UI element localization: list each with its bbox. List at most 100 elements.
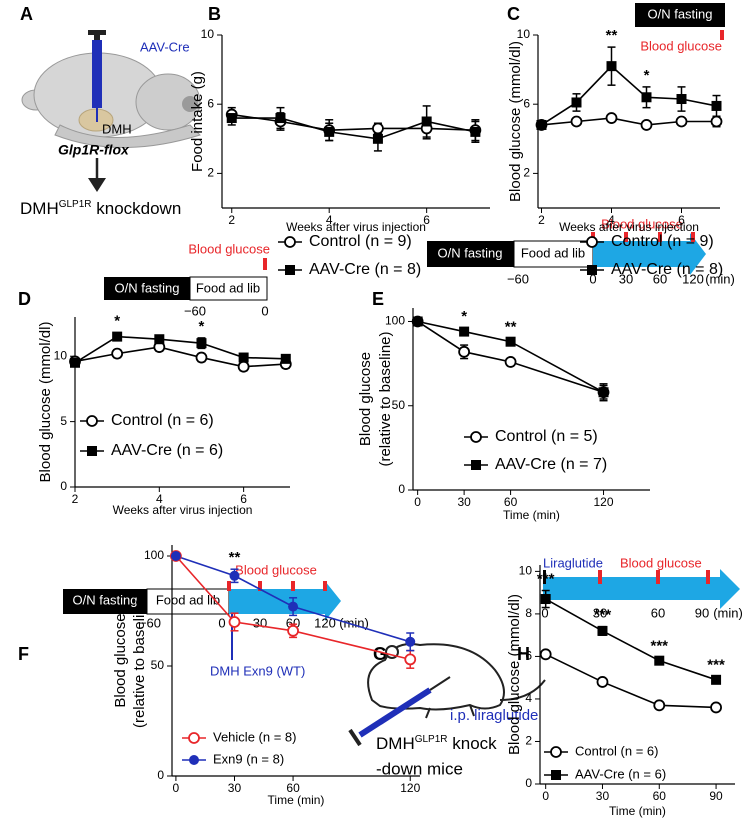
panel-label: D — [18, 289, 31, 309]
series-line — [231, 113, 476, 131]
x-tick-label: 0 — [173, 781, 180, 795]
legend-label: Control (n = 6) — [575, 743, 658, 758]
y-tick-label: 100 — [385, 314, 405, 328]
legend-label: AAV-Cre (n = 8) — [309, 261, 421, 278]
series-line — [74, 335, 286, 364]
y-tick-label: 10 — [54, 348, 68, 362]
timeline-time: 120 — [682, 271, 704, 286]
x-axis-label: Time (min) — [609, 804, 666, 818]
marker — [459, 326, 470, 337]
significance-label: *** — [651, 637, 669, 654]
vector-label: AAV-Cre — [140, 39, 190, 54]
marker — [471, 460, 481, 470]
y-tick-label: 50 — [151, 658, 165, 672]
marker — [404, 653, 417, 666]
panel-label: B — [208, 4, 221, 24]
y-tick-label: 2 — [523, 166, 530, 180]
marker — [597, 625, 608, 636]
y-tick-label: 50 — [392, 398, 406, 412]
timeline-measure: Blood glucose — [640, 38, 722, 53]
y-tick-label: 2 — [207, 166, 214, 180]
x-tick-label: 30 — [596, 789, 610, 803]
marker — [606, 61, 617, 72]
x-axis-label: Time (min) — [503, 508, 560, 522]
timeline-time: 30 — [593, 605, 607, 620]
y-axis-label: Blood glucose (mmol/dl) — [506, 594, 523, 755]
timeline-time: 0 — [261, 303, 268, 318]
timeline-fasting: O/N fasting — [72, 592, 137, 607]
y-tick-label: 10 — [517, 27, 531, 41]
y-tick-label: 10 — [201, 27, 215, 41]
legend-label: Control (n = 9) — [309, 233, 412, 250]
y-axis-label: (relative to baseline) — [131, 593, 148, 728]
y-tick-label: 6 — [525, 649, 532, 663]
marker — [280, 353, 291, 364]
legend-label: AAV-Cre (n = 7) — [495, 456, 607, 473]
marker — [586, 236, 598, 248]
legend-label: Control (n = 5) — [495, 428, 598, 445]
x-tick-label: 60 — [653, 789, 667, 803]
result-label: DMHGLP1R knockdown — [20, 199, 181, 219]
x-tick-label: 4 — [326, 213, 333, 227]
x-tick-label: 6 — [423, 213, 430, 227]
marker — [324, 126, 335, 137]
timeline-time: 60 — [653, 271, 667, 286]
marker — [505, 336, 516, 347]
legend-label: AAV-Cre (n = 6) — [111, 442, 223, 459]
y-axis-label: Blood glucose — [112, 613, 129, 707]
timeline-feeding: Food ad lib — [196, 280, 260, 295]
marker — [238, 352, 249, 363]
y-tick-label: 4 — [525, 691, 532, 705]
series-line — [545, 653, 717, 709]
timeline-time: 30 — [253, 615, 267, 630]
marker — [605, 112, 618, 124]
marker — [189, 755, 199, 765]
series-line — [545, 598, 717, 681]
timeline-time: 0 — [218, 615, 225, 630]
marker — [195, 351, 208, 364]
marker — [154, 334, 165, 345]
marker — [539, 648, 552, 661]
significance-label: ** — [229, 549, 241, 566]
x-tick-label: 120 — [400, 781, 420, 795]
x-tick-label: 2 — [538, 213, 545, 227]
legend-label: Control (n = 6) — [111, 412, 214, 429]
y-tick-label: 2 — [525, 734, 532, 748]
x-tick-label: 0 — [414, 495, 421, 509]
marker — [170, 551, 181, 561]
marker — [640, 119, 653, 131]
y-tick-label: 100 — [144, 548, 164, 562]
marker — [284, 236, 296, 248]
y-axis-label: Food intake (g) — [189, 71, 206, 172]
marker — [550, 746, 562, 758]
series-line — [541, 65, 717, 126]
marker — [237, 360, 250, 373]
marker — [112, 331, 123, 342]
marker — [654, 655, 665, 666]
timeline-time: −60 — [184, 303, 206, 318]
significance-label: * — [644, 67, 650, 84]
x-tick-label: 30 — [457, 495, 471, 509]
series-line — [541, 117, 717, 126]
y-tick-label: 0 — [60, 479, 67, 493]
marker — [372, 122, 384, 135]
marker — [551, 770, 561, 780]
marker — [196, 338, 207, 349]
marker — [536, 119, 547, 130]
series-line — [74, 346, 286, 368]
mice-sup: GLP1R — [415, 734, 448, 745]
timeline-time: 60 — [651, 605, 665, 620]
legend-label: AAV-Cre (n = 6) — [575, 766, 666, 781]
mice-label: DMHGLP1R knock — [376, 734, 497, 754]
marker — [570, 115, 583, 128]
x-axis-label: Weeks after virus injection — [286, 220, 426, 234]
x-tick-label: 120 — [594, 495, 614, 509]
x-axis-label: Weeks after virus injection — [559, 220, 699, 234]
significance-label: ** — [505, 318, 517, 335]
timeline-injection: DMH Exn9 (WT) — [210, 663, 305, 678]
timeline-drug: Liraglutide — [543, 555, 603, 570]
y-axis-label: (relative to baseline) — [377, 331, 394, 466]
marker — [275, 113, 286, 124]
panel-label: F — [18, 644, 29, 664]
marker — [710, 701, 722, 714]
